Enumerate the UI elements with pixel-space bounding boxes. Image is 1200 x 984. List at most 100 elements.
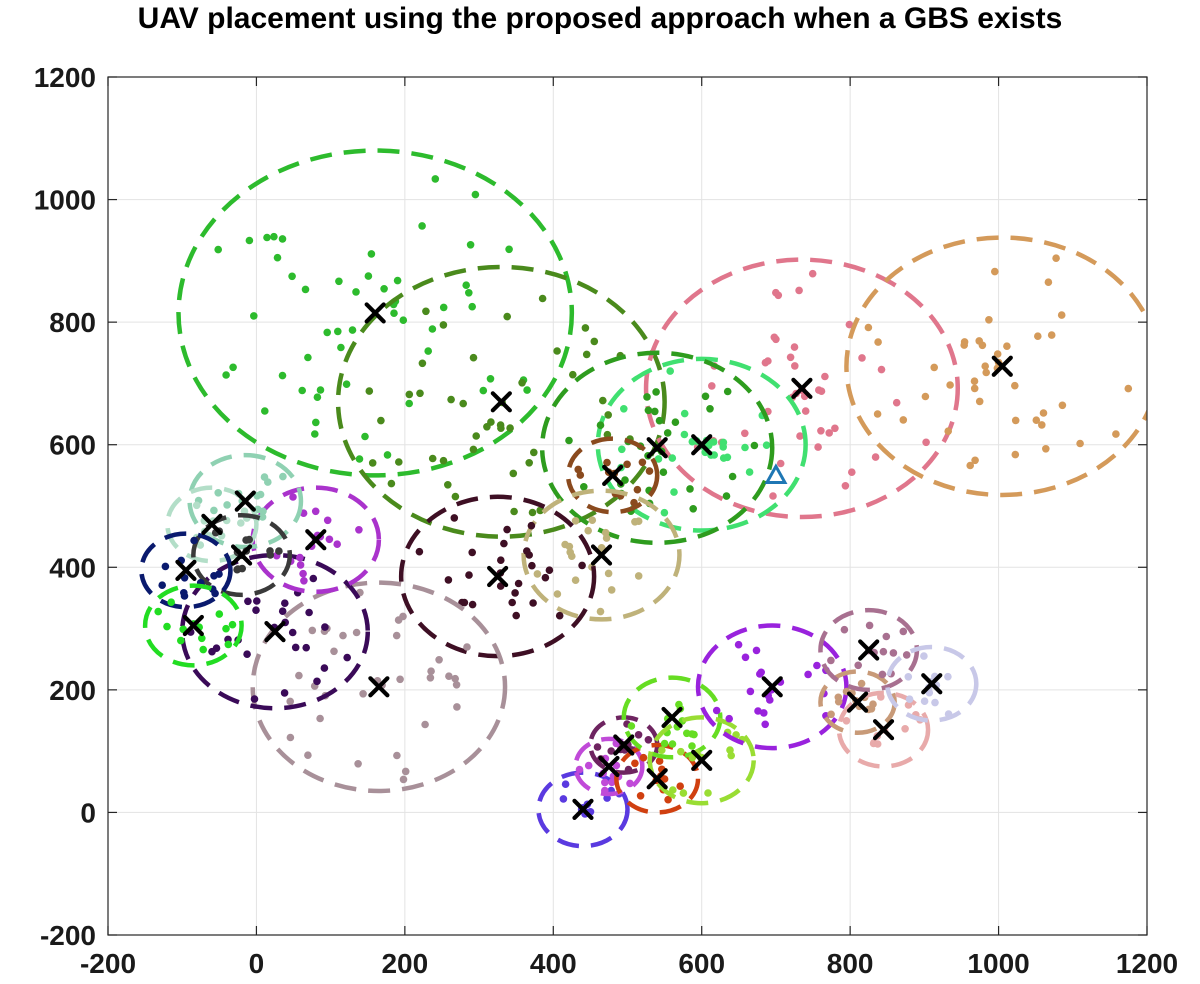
uav-marker: [598, 755, 620, 778]
uav-marker: [646, 437, 668, 459]
coverage-circle: [521, 488, 682, 622]
user-point: [237, 519, 245, 527]
uav-marker: [487, 565, 509, 588]
user-point: [421, 720, 429, 729]
user-point: [786, 353, 795, 362]
user-point: [761, 720, 769, 729]
user-point: [776, 459, 785, 468]
user-point: [561, 780, 570, 788]
user-point: [904, 701, 913, 709]
user-point: [199, 645, 207, 654]
user-point: [210, 506, 218, 515]
user-point: [841, 482, 850, 490]
user-point: [604, 569, 613, 578]
user-point: [791, 362, 799, 370]
user-point: [308, 626, 317, 635]
user-point: [752, 646, 761, 655]
user-point: [222, 371, 230, 379]
user-point: [529, 599, 537, 607]
user-point: [316, 386, 325, 394]
x-tick-label: 600: [678, 948, 725, 979]
user-point: [451, 492, 460, 501]
user-point: [355, 526, 363, 534]
uav-marker: [201, 513, 223, 535]
user-point: [571, 576, 580, 584]
user-point: [405, 399, 414, 408]
user-point: [643, 393, 651, 401]
user-point: [607, 586, 616, 594]
user-point: [754, 707, 762, 715]
user-point: [463, 643, 471, 651]
user-point: [296, 561, 305, 569]
user-point: [741, 429, 749, 438]
x-tick-label: 400: [530, 948, 577, 979]
user-point: [644, 406, 653, 415]
user-point: [1038, 421, 1046, 429]
user-point: [401, 767, 410, 776]
x-tick-label: 1000: [967, 948, 1029, 979]
user-point: [514, 579, 523, 588]
user-point: [431, 175, 440, 183]
user-point: [395, 458, 403, 466]
coverage-circle: [250, 580, 508, 794]
user-point: [618, 445, 626, 454]
uav-marker: [691, 434, 713, 456]
uav-marker: [590, 544, 613, 566]
uav-marker: [858, 639, 880, 661]
user-point: [530, 448, 538, 457]
user-point: [750, 441, 759, 450]
coverage-circle: [885, 644, 979, 723]
user-point: [660, 739, 669, 748]
user-point: [801, 407, 810, 415]
coverage-circle: [695, 623, 849, 751]
user-point: [163, 622, 171, 631]
user-point: [377, 416, 385, 425]
user-point: [708, 382, 716, 390]
user-point: [569, 370, 577, 379]
user-point: [161, 562, 170, 571]
user-point: [405, 390, 414, 399]
uav-marker: [921, 673, 943, 695]
x-tick-label: 200: [381, 948, 428, 979]
user-point: [497, 556, 505, 564]
user-point: [229, 363, 237, 372]
user-point: [626, 779, 634, 788]
user-point: [982, 368, 990, 377]
user-point: [760, 709, 768, 717]
user-point: [827, 656, 835, 665]
user-point: [190, 536, 198, 545]
user-point: [601, 786, 609, 795]
user-point: [312, 418, 320, 427]
coverage-circle: [142, 583, 244, 668]
coverage-circle: [179, 552, 371, 711]
user-point: [383, 451, 392, 459]
user-point: [245, 535, 253, 544]
user-point: [666, 367, 674, 375]
user-point: [597, 544, 606, 552]
user-point: [689, 505, 697, 513]
user-point: [1112, 430, 1120, 438]
user-point: [652, 388, 660, 396]
user-point: [892, 398, 901, 407]
user-point: [593, 743, 602, 751]
user-point: [528, 561, 536, 570]
user-point: [712, 706, 721, 715]
user-point: [790, 343, 799, 351]
user-point: [302, 643, 311, 652]
coverage-circle: [187, 452, 304, 550]
user-point: [624, 765, 633, 774]
y-tick-label: 600: [49, 430, 96, 461]
user-point: [424, 347, 433, 355]
user-point: [706, 405, 714, 413]
user-point: [359, 690, 367, 698]
user-point: [393, 751, 401, 760]
user-point: [278, 235, 287, 243]
user-point: [296, 553, 304, 562]
coverage-circle: [621, 675, 723, 760]
user-point: [901, 725, 909, 733]
user-point: [727, 751, 735, 760]
user-point: [584, 526, 592, 535]
coverage-circle: [573, 736, 645, 797]
user-point: [506, 424, 514, 432]
